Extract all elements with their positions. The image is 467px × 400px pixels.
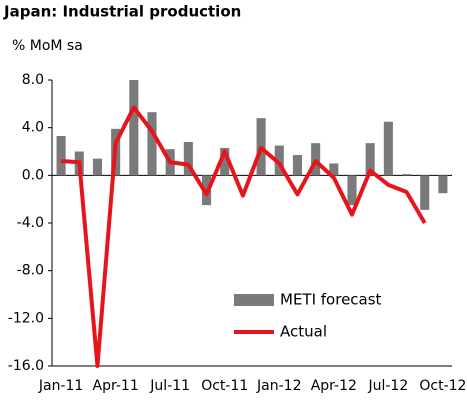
bar (365, 143, 375, 176)
bar (56, 136, 66, 176)
bar (438, 175, 448, 194)
x-tick-label: Oct-12 (419, 378, 466, 394)
x-tick-label: Jan-12 (256, 378, 301, 394)
bar (147, 112, 157, 176)
legend-label: Actual (280, 323, 327, 341)
y-tick-label: -8.0 (17, 263, 44, 279)
x-tick-label: Jul-12 (367, 378, 408, 394)
chart-subtitle: % MoM sa (12, 38, 83, 54)
y-tick-label: -16.0 (8, 358, 44, 374)
y-tick-label: -4.0 (17, 215, 44, 231)
y-tick-label: -12.0 (8, 310, 44, 326)
x-tick-label: Apr-12 (311, 378, 357, 394)
y-tick-label: 8.0 (22, 72, 44, 88)
bar (347, 175, 357, 206)
bar (292, 155, 302, 176)
bar (420, 175, 430, 210)
bar (329, 163, 339, 176)
x-tick-label: Apr-11 (93, 378, 139, 394)
legend-label: METI forecast (280, 291, 382, 309)
bar (129, 80, 139, 176)
bar (383, 121, 393, 176)
x-tick-label: Jul-11 (149, 378, 190, 394)
line (60, 105, 427, 368)
bar (402, 174, 412, 176)
bar (92, 158, 102, 176)
y-tick-label: 0.0 (22, 167, 44, 183)
chart-title: Japan: Industrial production (3, 3, 241, 21)
x-tick-label: Oct-11 (201, 378, 248, 394)
bar (274, 145, 284, 176)
y-tick-label: 4.0 (22, 120, 44, 136)
bar (220, 147, 230, 176)
legend-swatch (234, 294, 274, 306)
x-tick-label: Jan-11 (38, 378, 83, 394)
bar (183, 141, 193, 176)
